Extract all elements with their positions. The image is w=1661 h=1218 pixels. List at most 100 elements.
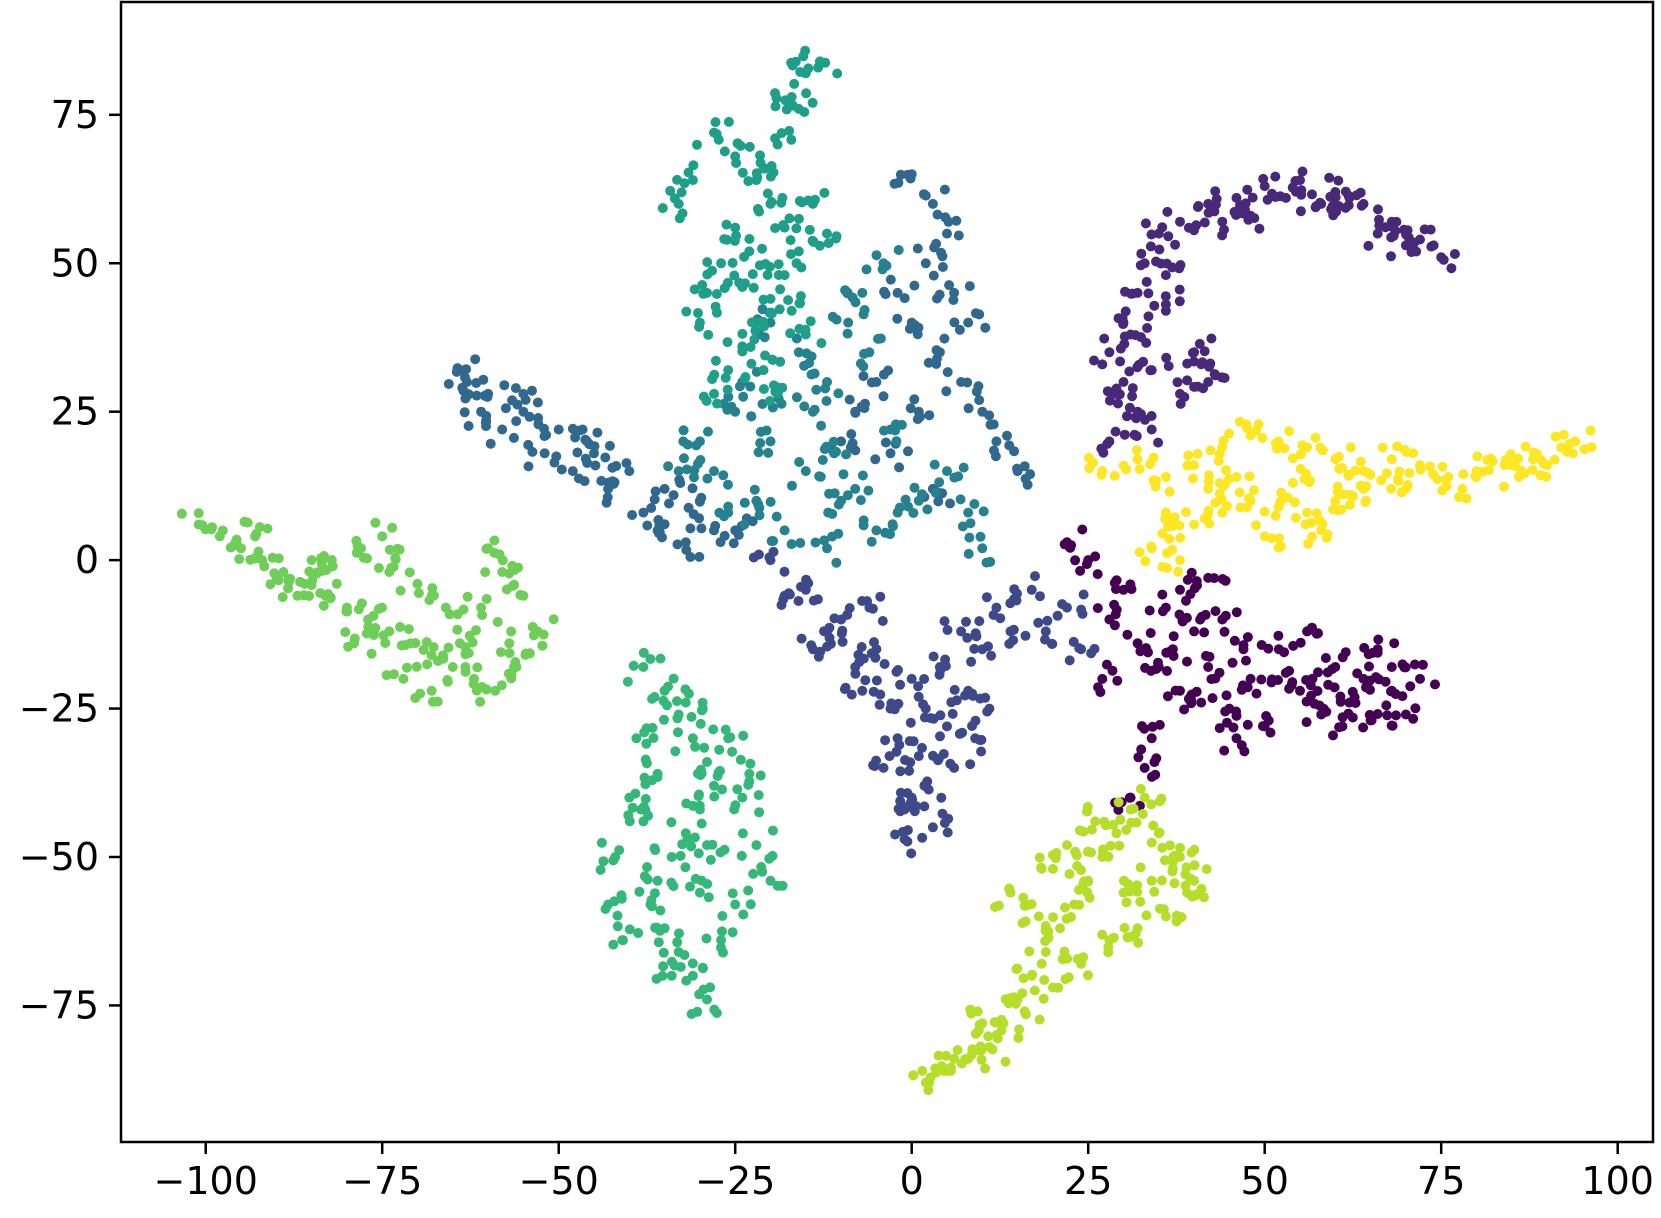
scatter-point-class-3: [1025, 469, 1036, 480]
scatter-point-class-6: [634, 886, 645, 897]
scatter-point-class-9: [1300, 519, 1311, 530]
scatter-point-class-6: [755, 770, 766, 781]
scatter-point-class-6: [720, 724, 731, 735]
scatter-point-class-4: [842, 328, 853, 339]
scatter-point-class-5: [749, 334, 760, 345]
scatter-point-class-1: [1110, 426, 1121, 437]
scatter-point-class-5: [786, 305, 797, 316]
scatter-point-class-9: [1457, 483, 1468, 494]
scatter-point-class-0: [1391, 710, 1401, 721]
scatter-point-class-4: [981, 557, 992, 568]
scatter-point-class-8: [1070, 846, 1081, 857]
scatter-point-class-3: [523, 461, 534, 472]
scatter-point-class-2: [1033, 617, 1044, 628]
scatter-point-class-9: [1550, 431, 1561, 442]
scatter-point-class-6: [735, 754, 746, 765]
scatter-point-class-8: [1113, 797, 1124, 808]
scatter-point-class-8: [1135, 896, 1146, 907]
scatter-point-class-2: [868, 686, 879, 697]
scatter-point-class-3: [923, 357, 934, 368]
scatter-point-class-3: [579, 476, 590, 487]
scatter-point-class-1: [1270, 171, 1281, 182]
scatter-point-class-3: [638, 507, 649, 518]
scatter-point-class-3: [694, 496, 705, 507]
scatter-point-class-0: [1111, 584, 1121, 595]
scatter-point-class-0: [1220, 706, 1231, 717]
scatter-point-class-7: [481, 684, 491, 695]
scatter-point-class-0: [1165, 646, 1176, 657]
scatter-point-class-7: [396, 640, 407, 651]
scatter-point-class-0: [1097, 673, 1108, 684]
scatter-point-class-6: [675, 962, 686, 972]
scatter-point-class-8: [1165, 840, 1175, 851]
scatter-point-class-5: [677, 208, 688, 219]
scatter-point-class-0: [1153, 657, 1163, 668]
scatter-point-class-0: [1111, 604, 1122, 615]
scatter-point-class-3: [902, 169, 913, 180]
scatter-point-class-5: [775, 284, 786, 295]
scatter-point-class-4: [831, 314, 842, 325]
scatter-point-class-6: [743, 779, 754, 790]
scatter-point-class-2: [962, 632, 973, 643]
scatter-point-class-9: [1424, 461, 1435, 472]
scatter-point-class-9: [1203, 476, 1214, 487]
scatter-point-class-3: [659, 483, 670, 494]
scatter-point-class-9: [1109, 470, 1120, 481]
scatter-point-class-3: [556, 464, 567, 475]
scatter-point-class-4: [804, 358, 815, 368]
scatter-point-class-9: [1538, 458, 1549, 469]
scatter-point-class-1: [1172, 377, 1183, 388]
scatter-point-class-4: [828, 436, 839, 447]
scatter-point-class-2: [1042, 615, 1053, 626]
scatter-point-class-8: [941, 1050, 951, 1061]
scatter-point-class-4: [857, 470, 868, 481]
scatter-point-class-5: [794, 196, 805, 206]
scatter-point-class-2: [909, 806, 920, 817]
scatter-point-class-0: [1251, 688, 1262, 699]
scatter-point-class-1: [1205, 358, 1216, 369]
scatter-point-class-6: [694, 989, 705, 1000]
scatter-point-class-4: [779, 525, 790, 536]
scatter-point-class-6: [675, 850, 686, 861]
scatter-point-class-6: [727, 746, 738, 757]
scatter-point-class-9: [1461, 493, 1472, 504]
scatter-point-class-9: [1307, 531, 1318, 542]
scatter-point-class-4: [755, 438, 766, 448]
scatter-point-class-2: [1078, 589, 1089, 600]
scatter-point-class-4: [810, 537, 821, 548]
scatter-point-class-1: [1149, 300, 1160, 311]
scatter-point-class-8: [1149, 886, 1160, 897]
scatter-point-class-3: [948, 295, 959, 305]
scatter-point-class-1: [1175, 216, 1185, 227]
scatter-point-class-8: [1060, 902, 1070, 913]
scatter-point-class-6: [686, 711, 697, 722]
scatter-point-class-2: [936, 792, 947, 803]
scatter-point-class-8: [1019, 1006, 1030, 1017]
scatter-point-class-9: [1311, 508, 1322, 519]
scatter-point-class-9: [1499, 481, 1509, 492]
scatter-point-class-7: [267, 552, 278, 563]
scatter-point-class-4: [678, 425, 689, 436]
scatter-point-class-7: [510, 657, 521, 667]
scatter-point-class-1: [1145, 241, 1156, 252]
scatter-point-class-8: [1083, 970, 1093, 981]
scatter-point-class-4: [978, 506, 989, 517]
scatter-point-class-0: [1307, 673, 1318, 684]
scatter-point-class-4: [800, 466, 811, 477]
scatter-point-class-1: [1307, 189, 1317, 200]
scatter-point-class-6: [738, 730, 749, 741]
scatter-point-class-9: [1192, 448, 1203, 459]
scatter-point-class-4: [858, 520, 869, 531]
scatter-point-class-5: [757, 243, 768, 254]
scatter-point-class-0: [1242, 719, 1253, 730]
scatter-point-class-4: [831, 446, 841, 457]
scatter-point-class-2: [969, 643, 980, 654]
scatter-point-class-6: [666, 852, 677, 862]
scatter-point-class-7: [394, 544, 405, 555]
scatter-point-class-8: [1072, 861, 1083, 871]
scatter-point-class-5: [737, 167, 748, 178]
scatter-point-class-3: [685, 523, 696, 534]
scatter-point-class-7: [390, 554, 401, 565]
scatter-point-class-1: [1373, 204, 1383, 215]
scatter-point-class-8: [1062, 840, 1072, 851]
